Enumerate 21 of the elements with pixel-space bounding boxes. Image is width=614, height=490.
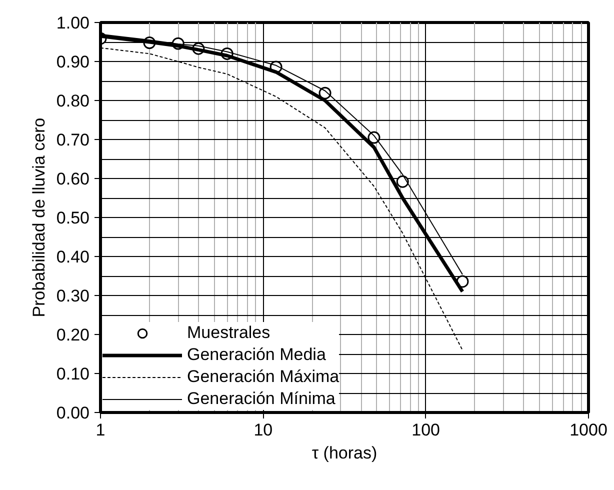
legend-label: Muestrales (187, 322, 270, 344)
x-axis-title: τ (horas) (312, 444, 378, 462)
x-tick-label: 100 (412, 420, 440, 440)
x-tick-label: 10 (254, 420, 273, 440)
y-tick-label: 0.20 (56, 326, 90, 344)
y-tick-label: 0.50 (56, 208, 90, 228)
x-tick-label: 1 (96, 420, 106, 440)
legend-label: Generación Máxima (187, 366, 340, 388)
legend-label: Generación Mínima (187, 388, 336, 410)
y-tick-label: 0.40 (56, 248, 90, 266)
y-tick-label: 0.70 (56, 130, 90, 150)
y-tick-label: 0.60 (56, 170, 90, 188)
y-tick-label: 0.30 (56, 286, 90, 306)
y-tick-label: 0.80 (56, 92, 90, 110)
y-tick-label: 1.00 (56, 14, 90, 32)
x-tick-label: 1000 (570, 420, 608, 440)
legend-label: Generación Media (187, 344, 326, 366)
y-tick-label: 0.90 (56, 52, 90, 72)
y-tick-label: 0.00 (56, 404, 90, 422)
y-tick-label: 0.10 (56, 364, 90, 384)
y-axis-title: Probabilidad de lluvia cero (29, 118, 48, 318)
